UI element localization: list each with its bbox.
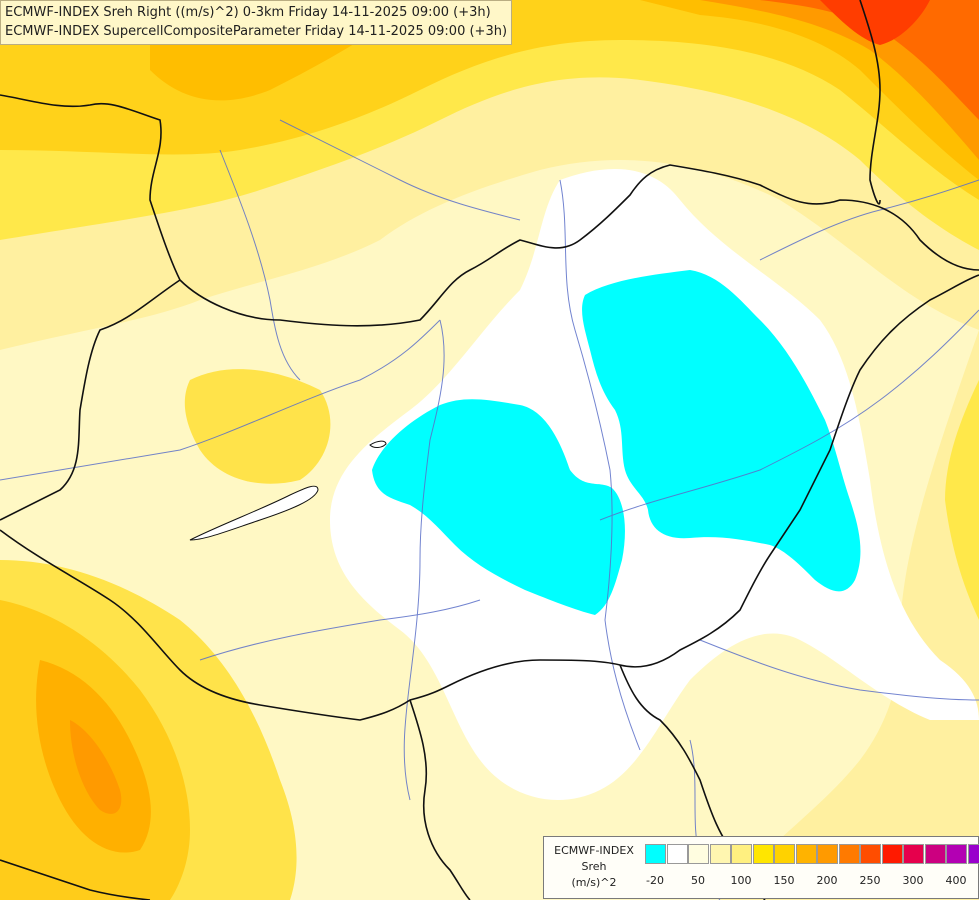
legend-swatch (709, 844, 731, 864)
legend-swatch (731, 844, 752, 864)
sreh-band-sw-300 (70, 720, 122, 814)
legend-swatch (860, 844, 881, 864)
legend-swatch (688, 844, 709, 864)
map-title-line-1: ECMWF-INDEX Sreh Right ((m/s)^2) 0-3km F… (5, 5, 491, 20)
sreh-band-mid-150 (184, 369, 331, 484)
legend-ticks: -2050100150200250300400500700 (645, 874, 975, 890)
legend-swatch (666, 844, 688, 864)
sreh-band-400 (760, 0, 979, 120)
lake-balaton (189, 485, 319, 541)
legend-swatch (752, 844, 774, 864)
sreh-band-east-100 (720, 330, 979, 900)
legend-swatch (946, 844, 967, 864)
legend-swatch (795, 844, 817, 864)
legend-tick-label: 100 (730, 874, 752, 887)
sreh-band-500 (820, 0, 930, 45)
legend-swatch (967, 844, 979, 864)
legend-swatch (838, 844, 860, 864)
legend-tick-label: 150 (773, 874, 795, 887)
legend-title-line-2: Sreh (581, 860, 607, 873)
sreh-negative-west (372, 399, 625, 615)
lake-small (369, 440, 387, 448)
color-legend: ECMWF-INDEX Sreh (m/s)^2 -20 50 100 150 200 2… (543, 836, 979, 899)
legend-swatch (903, 844, 924, 864)
legend-swatch (924, 844, 946, 864)
legend-swatch (881, 844, 903, 864)
sreh-band-east-150 (945, 380, 979, 620)
legend-title-line-3: (m/s)^2 (571, 876, 617, 889)
legend-swatch (817, 844, 838, 864)
legend-tick-label: 250 (859, 874, 881, 887)
map-title-line-2: ECMWF-INDEX SupercellCompositeParameter … (5, 24, 508, 39)
legend-swatch (645, 844, 666, 864)
legend-tick-label: -20 (646, 874, 664, 887)
legend-title: ECMWF-INDEX Sreh (m/s)^2 (544, 843, 644, 891)
legend-tick-label: 300 (902, 874, 924, 887)
legend-tick-label: 400 (945, 874, 967, 887)
legend-tick-label: 200 (816, 874, 838, 887)
legend-swatch (774, 844, 795, 864)
legend-swatches (645, 844, 979, 866)
legend-tick-label: 50 (691, 874, 705, 887)
map-title-box: ECMWF-INDEX Sreh Right ((m/s)^2) 0-3km F… (0, 0, 513, 45)
sreh-negative-east (582, 270, 861, 592)
legend-title-line-1: ECMWF-INDEX (554, 844, 634, 857)
